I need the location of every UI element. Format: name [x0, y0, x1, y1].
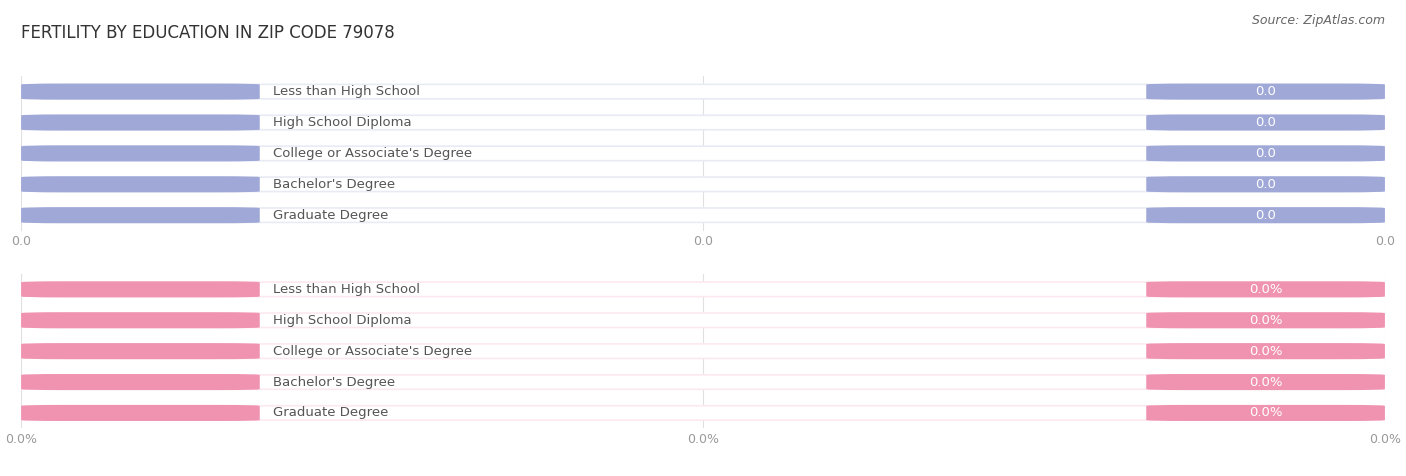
FancyBboxPatch shape	[21, 281, 1385, 298]
Text: High School Diploma: High School Diploma	[273, 314, 412, 327]
Text: 0.0%: 0.0%	[1249, 283, 1282, 296]
Text: 0.0%: 0.0%	[1249, 407, 1282, 419]
FancyBboxPatch shape	[21, 84, 1385, 99]
FancyBboxPatch shape	[21, 176, 260, 192]
Text: 0.0: 0.0	[1256, 208, 1277, 222]
FancyBboxPatch shape	[128, 178, 1278, 191]
FancyBboxPatch shape	[1146, 374, 1385, 390]
Text: Source: ZipAtlas.com: Source: ZipAtlas.com	[1251, 14, 1385, 27]
Text: College or Associate's Degree: College or Associate's Degree	[273, 147, 472, 160]
FancyBboxPatch shape	[21, 145, 260, 161]
FancyBboxPatch shape	[21, 405, 260, 421]
Text: 0.0: 0.0	[1256, 147, 1277, 160]
Text: Less than High School: Less than High School	[273, 283, 420, 296]
Text: 0.0: 0.0	[1256, 85, 1277, 98]
FancyBboxPatch shape	[21, 312, 260, 328]
FancyBboxPatch shape	[21, 207, 1385, 223]
Text: 0.0%: 0.0%	[1249, 314, 1282, 327]
FancyBboxPatch shape	[21, 114, 260, 130]
Text: High School Diploma: High School Diploma	[273, 116, 412, 129]
Text: Bachelor's Degree: Bachelor's Degree	[273, 178, 395, 191]
FancyBboxPatch shape	[21, 176, 1385, 192]
FancyBboxPatch shape	[21, 281, 260, 298]
Text: Bachelor's Degree: Bachelor's Degree	[273, 376, 395, 388]
FancyBboxPatch shape	[1146, 114, 1385, 130]
FancyBboxPatch shape	[21, 312, 1385, 328]
FancyBboxPatch shape	[1146, 343, 1385, 359]
Text: Less than High School: Less than High School	[273, 85, 420, 98]
FancyBboxPatch shape	[21, 343, 1385, 359]
Text: College or Associate's Degree: College or Associate's Degree	[273, 345, 472, 357]
FancyBboxPatch shape	[21, 207, 260, 223]
Text: 0.0%: 0.0%	[1249, 376, 1282, 388]
FancyBboxPatch shape	[21, 84, 260, 99]
FancyBboxPatch shape	[1146, 312, 1385, 328]
FancyBboxPatch shape	[128, 345, 1278, 357]
FancyBboxPatch shape	[21, 145, 1385, 161]
FancyBboxPatch shape	[128, 147, 1278, 160]
Text: 0.0%: 0.0%	[1249, 345, 1282, 357]
Text: 0.0: 0.0	[1256, 116, 1277, 129]
Text: FERTILITY BY EDUCATION IN ZIP CODE 79078: FERTILITY BY EDUCATION IN ZIP CODE 79078	[21, 24, 395, 42]
FancyBboxPatch shape	[128, 209, 1278, 222]
FancyBboxPatch shape	[21, 374, 1385, 390]
FancyBboxPatch shape	[21, 114, 1385, 130]
FancyBboxPatch shape	[128, 283, 1278, 296]
FancyBboxPatch shape	[128, 314, 1278, 327]
FancyBboxPatch shape	[128, 407, 1278, 419]
FancyBboxPatch shape	[21, 343, 260, 359]
FancyBboxPatch shape	[21, 374, 260, 390]
FancyBboxPatch shape	[128, 376, 1278, 388]
FancyBboxPatch shape	[1146, 405, 1385, 421]
FancyBboxPatch shape	[1146, 145, 1385, 161]
FancyBboxPatch shape	[1146, 176, 1385, 192]
FancyBboxPatch shape	[128, 116, 1278, 129]
FancyBboxPatch shape	[128, 85, 1278, 98]
Text: 0.0: 0.0	[1256, 178, 1277, 191]
FancyBboxPatch shape	[1146, 84, 1385, 99]
Text: Graduate Degree: Graduate Degree	[273, 208, 389, 222]
FancyBboxPatch shape	[1146, 207, 1385, 223]
Text: Graduate Degree: Graduate Degree	[273, 407, 389, 419]
FancyBboxPatch shape	[1146, 281, 1385, 298]
FancyBboxPatch shape	[21, 405, 1385, 421]
